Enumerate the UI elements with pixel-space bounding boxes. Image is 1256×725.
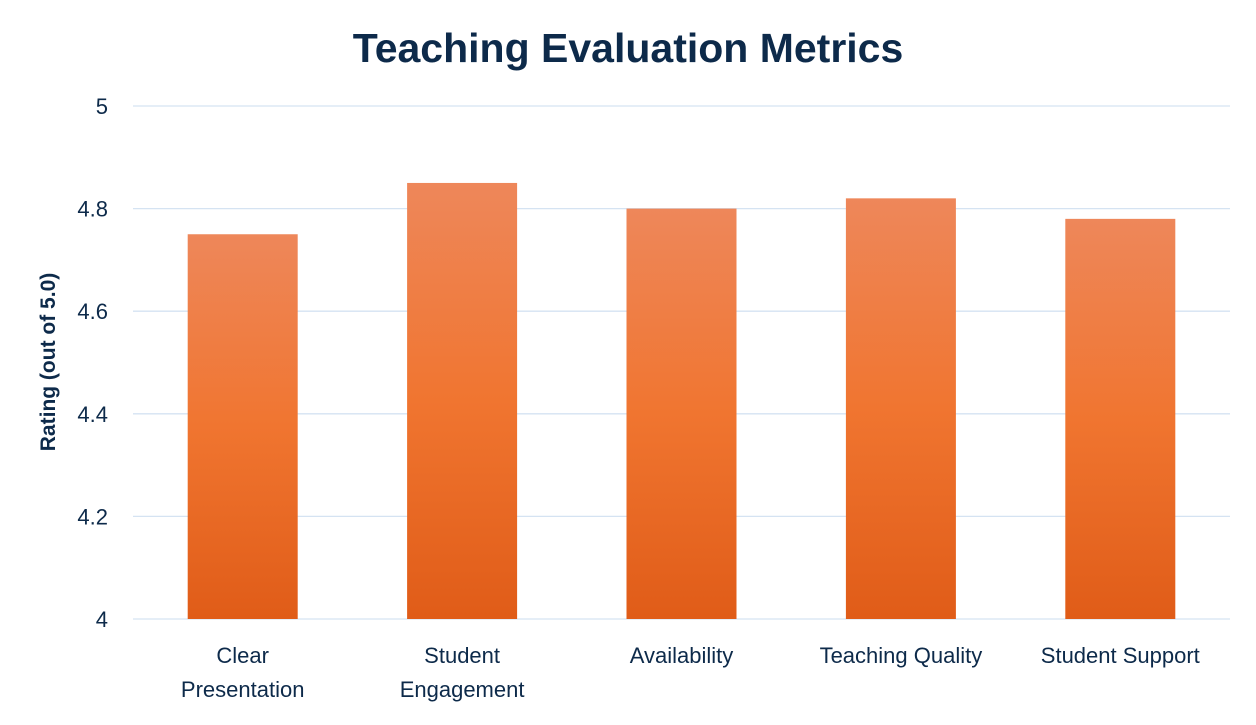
x-tick-label-line: Student [424,643,500,668]
x-axis-ticks: Clear Presentation Student Engagement Availa… [181,643,1200,702]
y-tick-label: 4.8 [77,197,108,222]
y-tick-label: 4 [96,607,108,632]
x-tick-label: Student Engagement [400,643,525,702]
bar [187,234,298,619]
x-tick-label-line: Student Support [1041,643,1200,668]
x-tick-label-line: Clear [216,643,269,668]
y-tick-label: 4.4 [77,402,108,427]
chart-title: Teaching Evaluation Metrics [353,25,904,71]
y-axis-ticks: 4 4.2 4.4 4.6 4.8 5 [77,94,108,632]
x-tick-label: Availability [630,643,734,668]
bars [187,182,1176,620]
x-tick-label: Clear Presentation [181,643,305,702]
y-tick-label: 4.6 [77,299,108,324]
x-tick-label-line: Engagement [400,677,525,702]
bar [407,182,518,619]
y-axis-title: Rating (out of 5.0) [37,273,60,451]
y-tick-label: 4.2 [77,504,108,529]
x-tick-label-line: Teaching Quality [820,643,983,668]
x-tick-label-line: Presentation [181,677,305,702]
bar [845,198,956,619]
x-tick-label: Teaching Quality [820,643,983,668]
x-tick-label: Student Support [1041,643,1200,668]
x-tick-label-line: Availability [630,643,734,668]
y-tick-label: 5 [96,94,108,119]
bar [626,208,737,619]
bar [1065,218,1176,620]
